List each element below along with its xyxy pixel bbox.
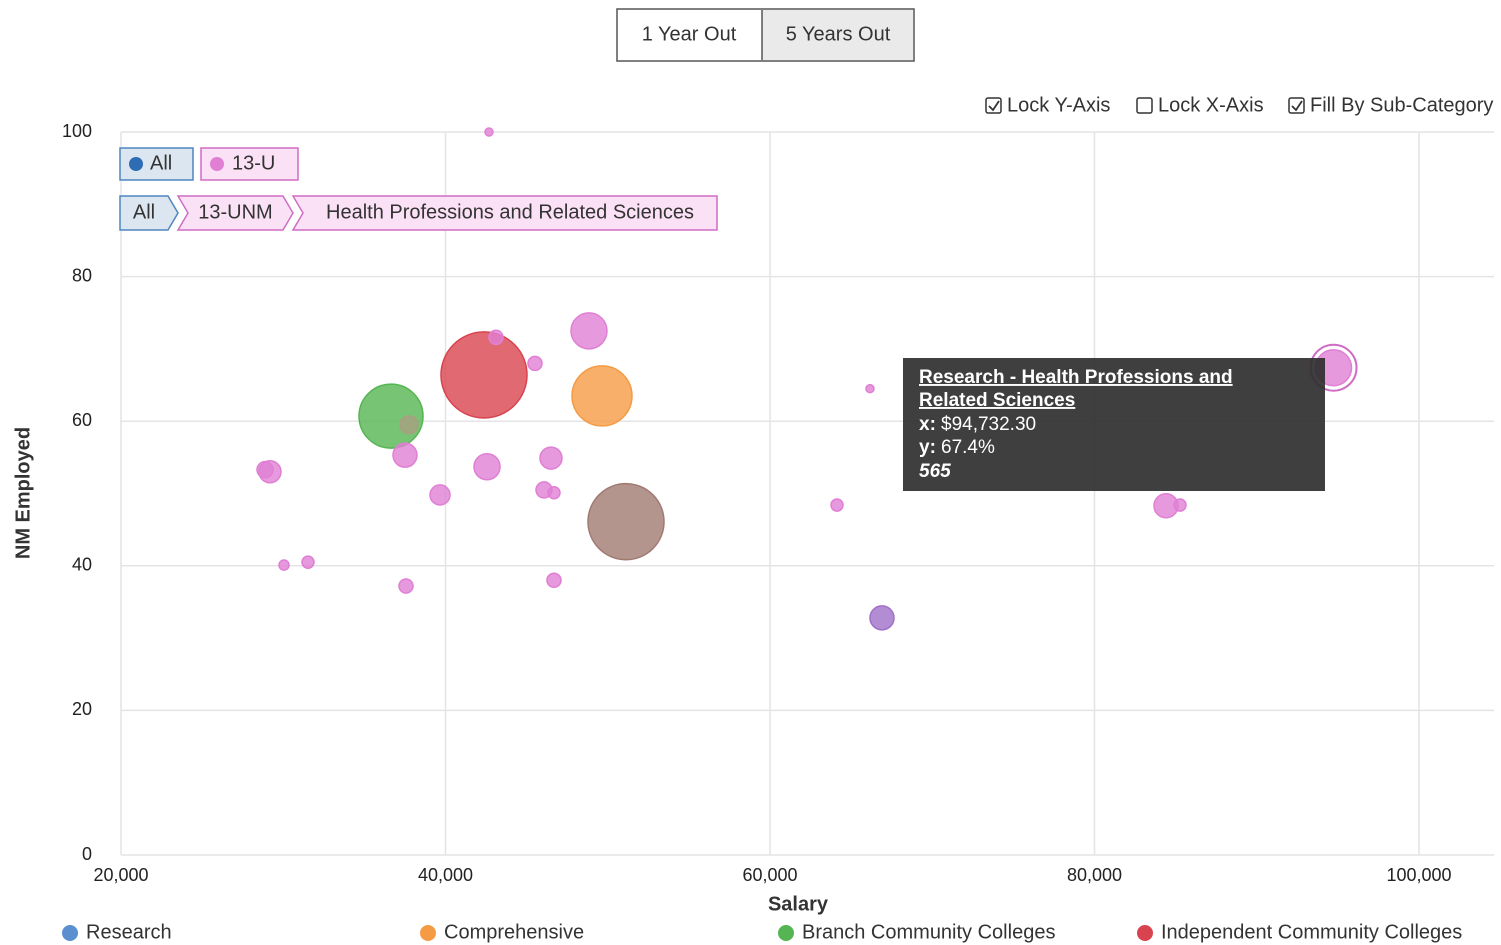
checkbox[interactable] <box>1288 97 1305 114</box>
legend-label: Comprehensive <box>444 921 584 943</box>
bubbles <box>256 127 1358 631</box>
x-tick-label: 40,000 <box>418 865 473 885</box>
y-tick-label: 20 <box>72 699 92 719</box>
bubble[interactable] <box>1173 498 1187 512</box>
checkmark <box>1291 100 1303 112</box>
bubble[interactable] <box>398 578 414 594</box>
breadcrumb[interactable] <box>119 195 179 231</box>
bubble[interactable] <box>488 329 504 346</box>
checkbox-label[interactable]: Lock Y-Axis <box>1007 94 1110 116</box>
tooltip-size: 565 <box>919 461 951 482</box>
bubble[interactable] <box>278 559 290 571</box>
breadcrumb[interactable] <box>176 195 294 231</box>
tooltip <box>903 358 1325 491</box>
chip-dot <box>210 157 224 171</box>
bubble[interactable] <box>539 446 563 470</box>
x-tick-label: 20,000 <box>93 865 148 885</box>
tooltip-key: x: <box>919 414 936 435</box>
checkbox[interactable] <box>1136 97 1153 114</box>
breadcrumb[interactable] <box>291 195 718 231</box>
y-tick-label: 60 <box>72 410 92 430</box>
breadcrumb-label[interactable]: All <box>133 201 155 223</box>
legend-swatch <box>62 925 78 941</box>
bubble[interactable] <box>473 452 501 481</box>
legend-label: Independent Community Colleges <box>1161 921 1462 943</box>
tooltip-value: $94,732.30 <box>941 414 1036 435</box>
legend-label: Research <box>86 921 172 943</box>
grid: 0 20 40 60 80 100 20,000 40,000 60,000 80,000 100,… <box>12 121 1494 915</box>
tooltip-title: Research - Health Professions and <box>919 367 1233 388</box>
checkmark <box>988 100 1000 112</box>
y-axis-title: NM Employed <box>12 427 34 559</box>
bubble[interactable] <box>527 355 543 372</box>
bubble[interactable] <box>865 383 875 394</box>
x-tick-label: 60,000 <box>742 865 797 885</box>
filter-label[interactable]: 13-U <box>232 152 275 174</box>
tooltip-value: 67.4% <box>941 437 995 458</box>
bubble[interactable] <box>258 460 282 484</box>
bubble[interactable] <box>546 572 562 589</box>
legend-swatch <box>778 925 794 941</box>
tooltip-title: Related Sciences <box>919 390 1075 411</box>
bubble[interactable] <box>301 555 315 569</box>
checkbox-label[interactable]: Fill By Sub-Category <box>1310 94 1493 116</box>
tooltip-key: y: <box>919 437 936 458</box>
x-axis-title: Salary <box>768 893 829 915</box>
bubble[interactable] <box>392 442 418 468</box>
bubble[interactable] <box>571 365 633 427</box>
checkbox[interactable] <box>985 97 1002 114</box>
y-tick-label: 80 <box>72 265 92 285</box>
x-tick-label: 100,000 <box>1386 865 1451 885</box>
y-tick-label: 0 <box>82 844 92 864</box>
filter-label[interactable]: All <box>150 152 172 174</box>
breadcrumb-label[interactable]: 13-UNM <box>198 201 272 223</box>
bubble[interactable] <box>429 484 451 506</box>
legend-label: Branch Community Colleges <box>802 921 1055 943</box>
bubble[interactable] <box>830 498 844 512</box>
bubble[interactable] <box>869 605 895 631</box>
bubble[interactable] <box>440 331 528 419</box>
y-tick-label: 100 <box>62 121 92 141</box>
checkbox-label[interactable]: Lock X-Axis <box>1158 94 1264 116</box>
chip-dot <box>129 157 143 171</box>
bubble[interactable] <box>399 415 419 435</box>
bubble[interactable] <box>587 482 665 561</box>
x-tick-label: 80,000 <box>1067 865 1122 885</box>
bubble[interactable] <box>484 127 494 137</box>
legend-swatch <box>1137 925 1153 941</box>
legend-swatch <box>420 925 436 941</box>
toggle-button[interactable]: 5 Years Out <box>786 23 891 45</box>
y-tick-label: 40 <box>72 555 92 575</box>
bubble[interactable] <box>547 486 561 500</box>
toggle-button[interactable]: 1 Year Out <box>642 23 737 45</box>
bubble[interactable] <box>570 312 608 350</box>
toggle-active <box>762 10 913 60</box>
controls: Research Comprehensive Branch Community Co… <box>62 8 1493 943</box>
breadcrumb-label[interactable]: Health Professions and Related Sciences <box>326 201 694 223</box>
